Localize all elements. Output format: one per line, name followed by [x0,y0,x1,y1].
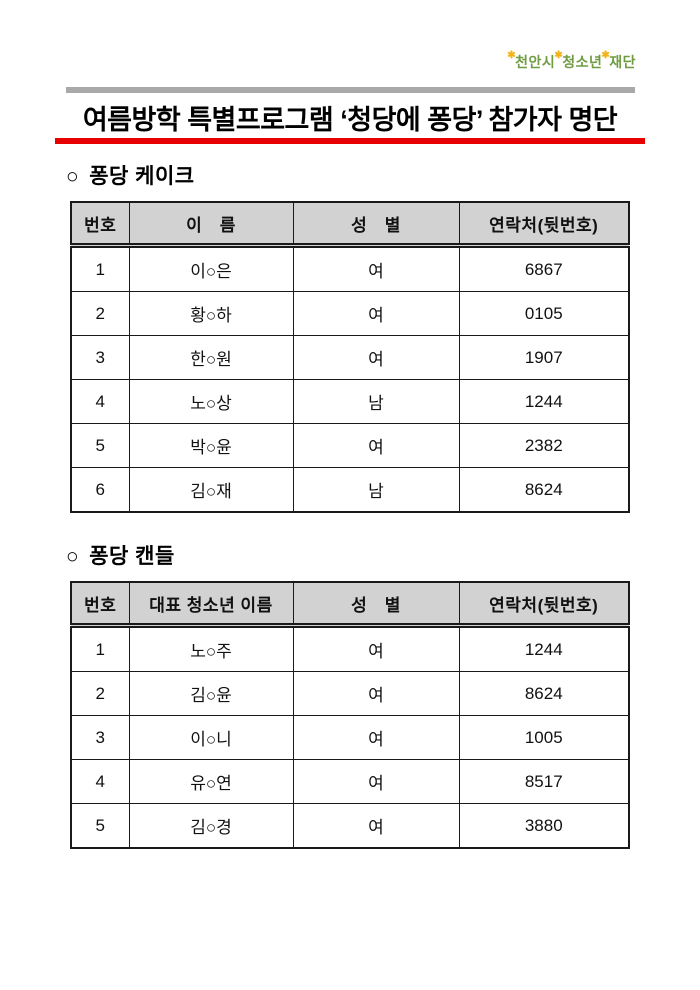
circle-bullet-icon: ○ [66,165,80,188]
foundation-logo: ✱천안시✱청소년✱재단 [507,50,636,72]
cell-name: 박○윤 [128,423,294,468]
cell-name: 이○니 [128,715,294,760]
column-header: 번호 [70,201,130,248]
star-icon: ✱ [554,50,564,61]
cell-phone: 3880 [458,803,630,849]
cell-number: 2 [70,671,130,716]
top-divider-bar [66,87,635,93]
cell-name: 김○윤 [128,671,294,716]
table-row: 1 이○은 여 6867 [70,245,630,292]
table-row: 4 노○상 남 1244 [70,379,630,424]
participant-table-candle: 번호 대표 청소년 이름 성 별 연락처(뒷번호) 1 노○주 여 1244 2 김○윤 여 862… [70,581,630,849]
section-title: 퐁당 케이크 [89,165,195,188]
section-heading-candle: ○ 퐁당 캔들 [66,540,700,570]
column-header: 성 별 [292,581,460,628]
cell-gender: 여 [292,335,460,380]
column-header: 대표 청소년 이름 [128,581,294,628]
cell-gender: 남 [292,467,460,513]
cell-name: 이○은 [128,245,294,292]
column-header: 연락처(뒷번호) [458,581,630,628]
cell-phone: 8624 [458,671,630,716]
table-row: 2 황○하 여 0105 [70,291,630,336]
logo-text-segment: 청소년 [562,54,603,70]
cell-number: 5 [70,423,130,468]
cell-gender: 여 [292,803,460,849]
cell-name: 노○상 [128,379,294,424]
cell-gender: 여 [292,291,460,336]
table-row: 3 한○원 여 1907 [70,335,630,380]
column-header: 번호 [70,581,130,628]
page-title: 여름방학 특별프로그램 ‘청당에 퐁당’ 참가자 명단 [82,105,618,135]
section-heading-cake: ○ 퐁당 케이크 [66,160,700,190]
cell-gender: 여 [292,625,460,672]
cell-name: 노○주 [128,625,294,672]
cell-name: 한○원 [128,335,294,380]
cell-name: 김○경 [128,803,294,849]
section-title: 퐁당 캔들 [89,545,175,568]
table-row: 3 이○니 여 1005 [70,715,630,760]
cell-number: 2 [70,291,130,336]
cell-gender: 여 [292,715,460,760]
table-row: 1 노○주 여 1244 [70,625,630,672]
column-header: 이 름 [128,201,294,248]
table-row: 5 박○윤 여 2382 [70,423,630,468]
cell-gender: 남 [292,379,460,424]
cell-phone: 0105 [458,291,630,336]
cell-gender: 여 [292,759,460,804]
logo-text-segment: 천안시 [515,54,556,70]
cell-number: 5 [70,803,130,849]
column-header: 성 별 [292,201,460,248]
table-header-row: 번호 대표 청소년 이름 성 별 연락처(뒷번호) [70,581,630,628]
star-icon: ✱ [507,50,517,61]
cell-phone: 1244 [458,379,630,424]
cell-name: 김○재 [128,467,294,513]
cell-gender: 여 [292,423,460,468]
title-underline-bar [55,138,645,144]
cell-phone: 1244 [458,625,630,672]
table-row: 4 유○연 여 8517 [70,759,630,804]
cell-gender: 여 [292,245,460,292]
table-row: 2 김○윤 여 8624 [70,671,630,716]
cell-phone: 8624 [458,467,630,513]
table-row: 6 김○재 남 8624 [70,467,630,513]
cell-gender: 여 [292,671,460,716]
cell-phone: 1005 [458,715,630,760]
star-icon: ✱ [601,50,611,61]
cell-phone: 6867 [458,245,630,292]
cell-name: 황○하 [128,291,294,336]
cell-number: 3 [70,715,130,760]
cell-phone: 2382 [458,423,630,468]
column-header: 연락처(뒷번호) [458,201,630,248]
cell-phone: 8517 [458,759,630,804]
cell-number: 6 [70,467,130,513]
cell-number: 1 [70,245,130,292]
table-row: 5 김○경 여 3880 [70,803,630,849]
cell-phone: 1907 [458,335,630,380]
cell-number: 4 [70,759,130,804]
logo-text-segment: 재단 [609,54,636,70]
cell-number: 4 [70,379,130,424]
cell-number: 1 [70,625,130,672]
circle-bullet-icon: ○ [66,545,80,568]
cell-name: 유○연 [128,759,294,804]
cell-number: 3 [70,335,130,380]
